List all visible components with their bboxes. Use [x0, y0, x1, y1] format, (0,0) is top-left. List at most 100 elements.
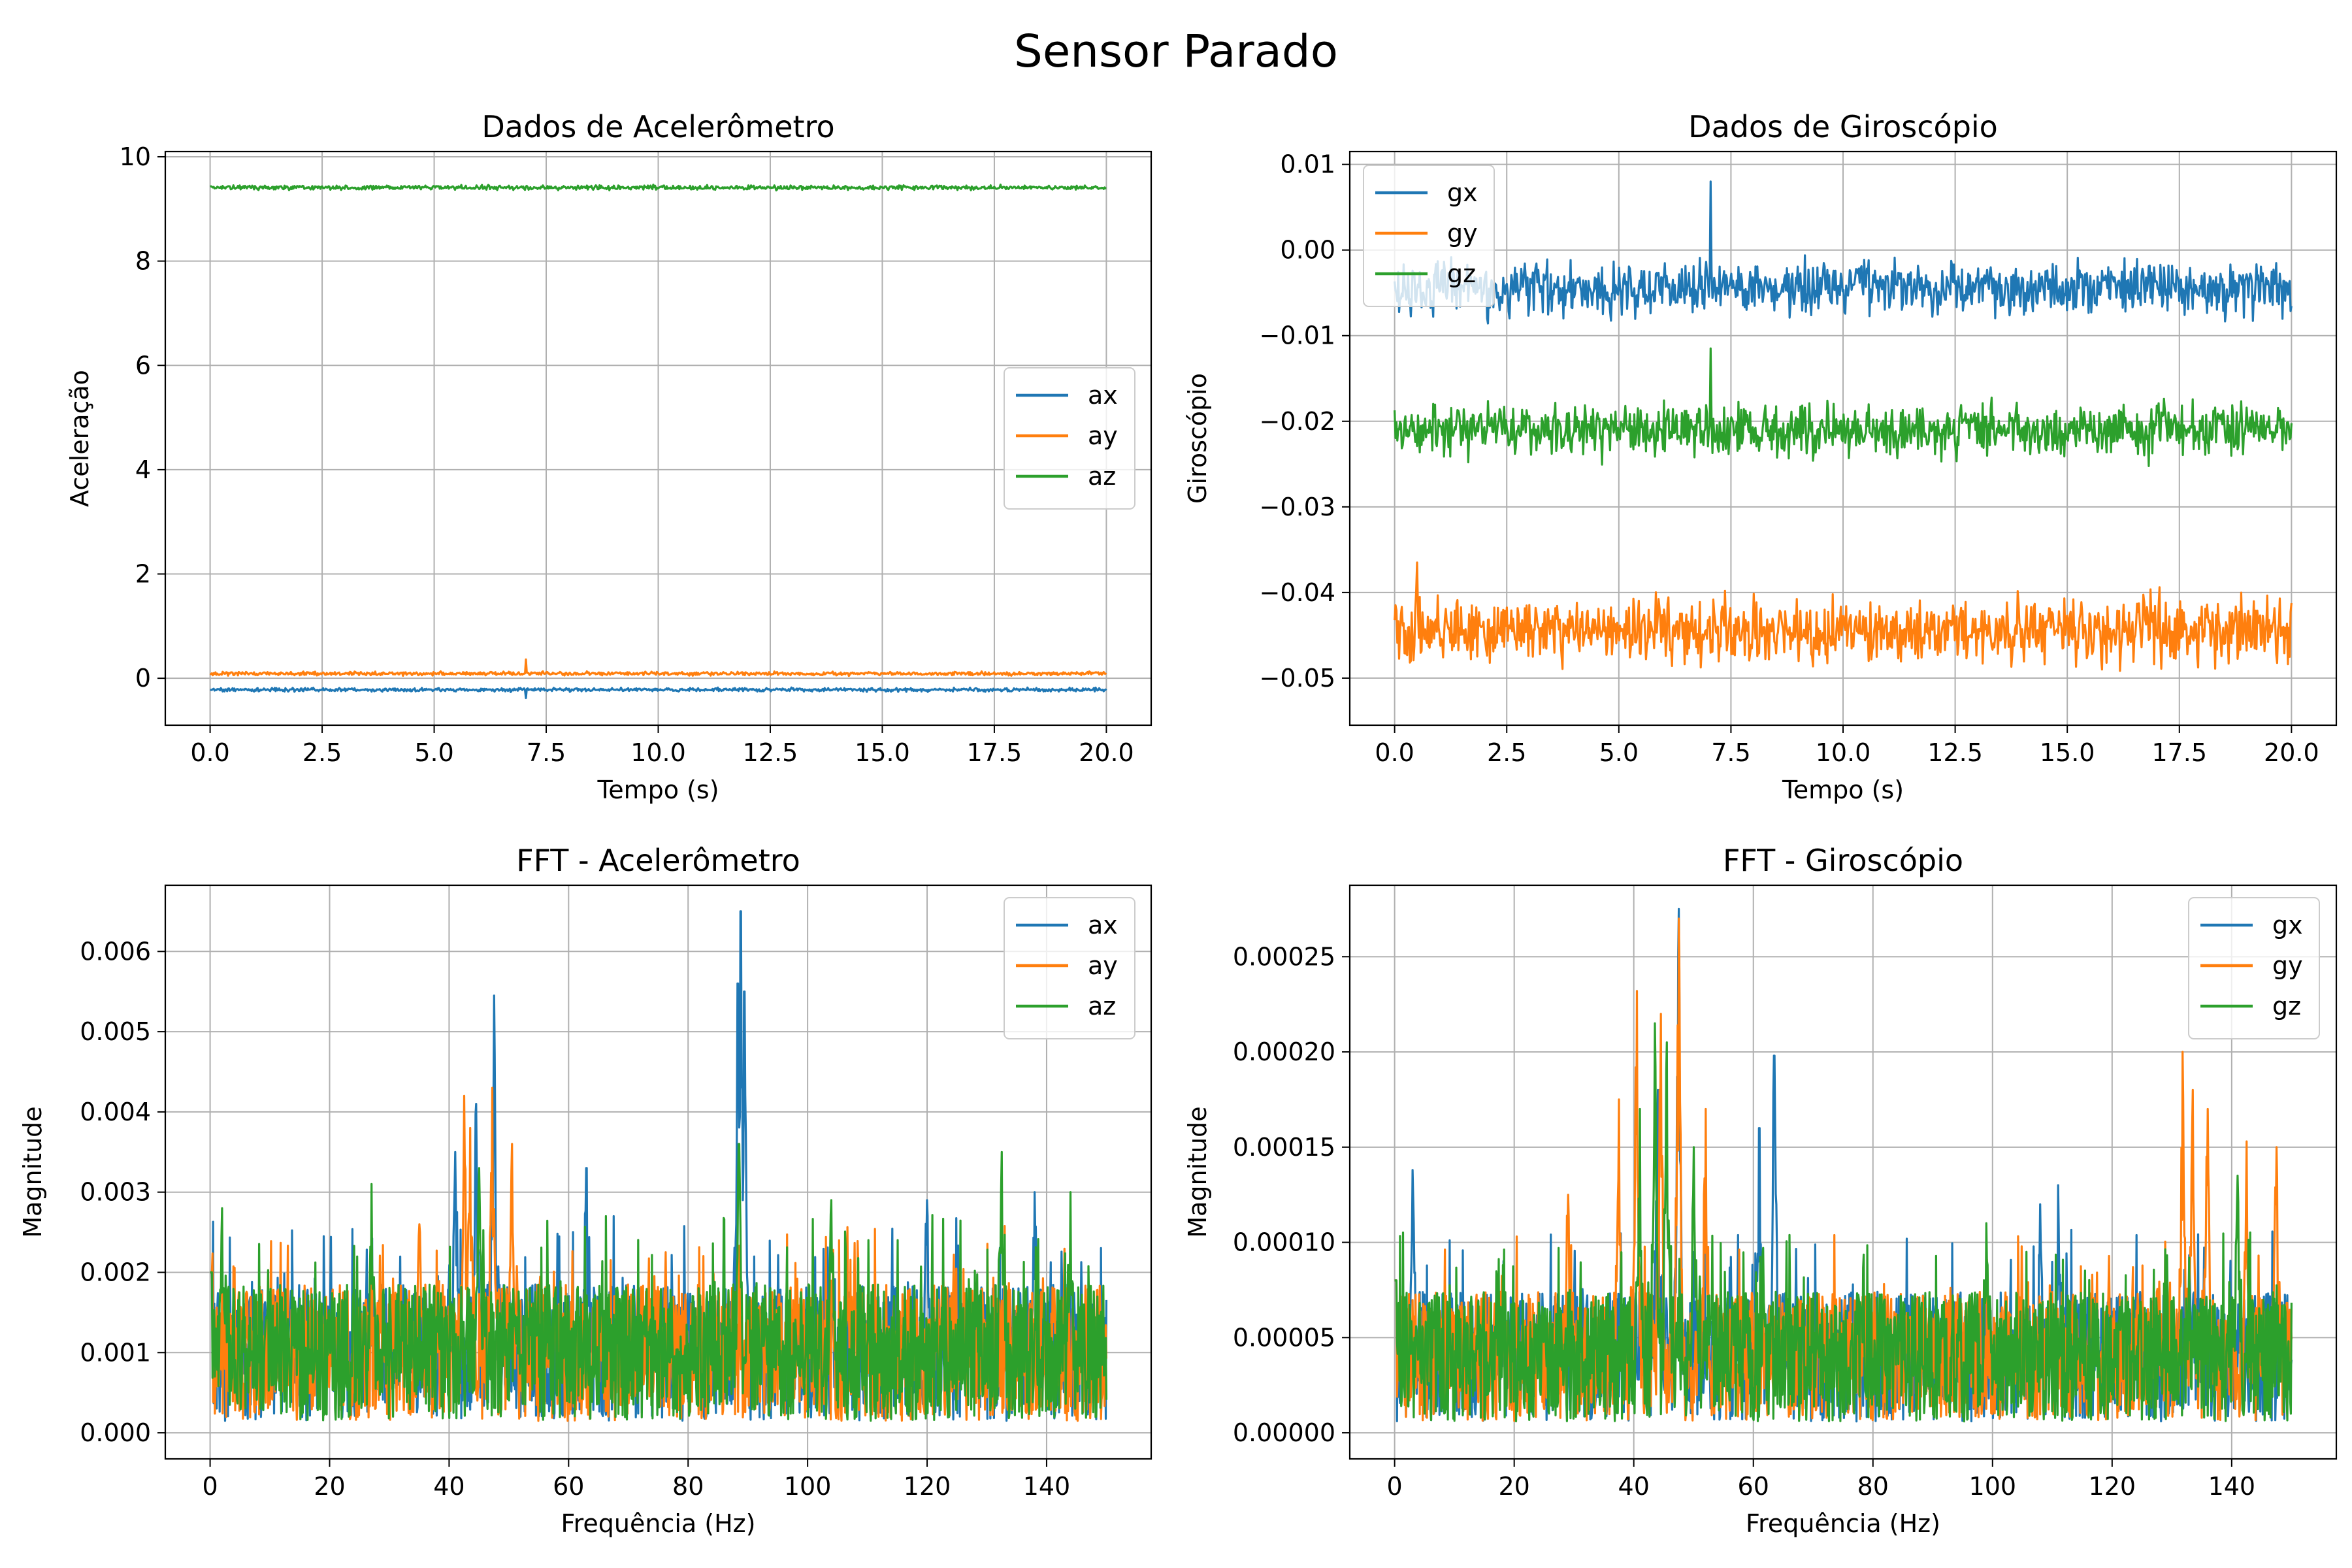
y-tick-label: 0.00000	[1233, 1418, 1335, 1447]
y-tick-label: 0.005	[80, 1017, 151, 1046]
x-axis-label: Frequência (Hz)	[1746, 1509, 1940, 1538]
x-tick-label: 100	[1969, 1472, 2017, 1501]
x-tick-label: 40	[433, 1472, 465, 1501]
legend-label-ay: ay	[1088, 421, 1118, 450]
panel-title: Dados de Giroscópio	[1688, 109, 1998, 144]
panel-title: FFT - Acelerômetro	[516, 843, 800, 878]
legend-label-ax: ax	[1088, 911, 1118, 939]
x-tick-label: 140	[2208, 1472, 2256, 1501]
legend-label-az: az	[1088, 462, 1116, 491]
legend-box	[1004, 897, 1135, 1039]
y-tick-label: 0.00005	[1233, 1323, 1335, 1352]
y-tick-label: 4	[135, 455, 151, 484]
x-tick-label: 0	[1387, 1472, 1403, 1501]
x-tick-label: 17.5	[2151, 738, 2207, 767]
legend-label-az: az	[1088, 992, 1116, 1021]
x-tick-label: 2.5	[1487, 738, 1526, 767]
series-line-gz	[1394, 1022, 2293, 1423]
y-tick-label: 8	[135, 247, 151, 276]
legend: ax ay az	[1004, 897, 1135, 1039]
x-tick-label: 15.0	[855, 738, 910, 767]
y-tick-label: −0.04	[1260, 578, 1335, 607]
y-tick-label: −0.05	[1260, 664, 1335, 693]
legend-box	[1363, 165, 1495, 307]
x-tick-label: 12.5	[743, 738, 798, 767]
y-tick-label: 10	[120, 142, 151, 171]
y-tick-label: 0.00015	[1233, 1133, 1335, 1162]
panel-fft-accelerometer: 0 20 40 60 80 100 120 140 0.000 0.001 0.002 0.003 0.…	[18, 843, 1152, 1538]
legend: gx gy gz	[2188, 897, 2320, 1039]
x-tick-label: 20.0	[2264, 738, 2319, 767]
figure-suptitle: Sensor Parado	[1014, 25, 1338, 78]
x-tick-label: 20	[1498, 1472, 1529, 1501]
x-tick-label: 100	[784, 1472, 832, 1501]
x-tick-label: 17.5	[967, 738, 1022, 767]
panel-title: FFT - Giroscópio	[1723, 843, 1963, 878]
x-tick-label: 80	[1857, 1472, 1889, 1501]
y-tick-label: 0.006	[80, 937, 151, 966]
legend-label-gz: gz	[2272, 992, 2301, 1021]
series-line-ax	[210, 686, 1107, 700]
y-tick-label: 0.004	[80, 1098, 151, 1126]
legend-box	[2188, 897, 2320, 1039]
y-tick-label: 0.00	[1280, 236, 1335, 265]
y-tick-label: −0.01	[1260, 321, 1335, 350]
x-tick-label: 80	[672, 1472, 704, 1501]
x-tick-label: 15.0	[2040, 738, 2095, 767]
x-tick-label: 7.5	[1711, 738, 1750, 767]
x-tick-label: 60	[1738, 1472, 1769, 1501]
y-axis-label: Magnitude	[18, 1106, 47, 1237]
y-tick-label: 0.00025	[1233, 942, 1335, 971]
legend-label-gz: gz	[1447, 259, 1476, 288]
x-tick-label: 60	[553, 1472, 584, 1501]
legend-box	[1004, 367, 1135, 510]
x-tick-label: 0.0	[190, 738, 229, 767]
series-line-az	[209, 184, 1107, 191]
x-tick-label: 2.5	[302, 738, 342, 767]
x-tick-label: 10.0	[1816, 738, 1871, 767]
y-tick-label: 0.002	[80, 1258, 151, 1286]
legend-label-gy: gy	[2272, 951, 2303, 980]
legend-label-gx: gx	[1447, 178, 1478, 207]
series-line-az	[209, 1143, 1107, 1422]
series-line-ay	[209, 658, 1107, 678]
x-tick-label: 40	[1618, 1472, 1650, 1501]
x-tick-label: 0.0	[1375, 738, 1414, 767]
y-tick-label: −0.03	[1260, 493, 1335, 521]
legend-label-gx: gx	[2272, 911, 2303, 939]
x-tick-label: 5.0	[414, 738, 453, 767]
panel-gyroscope: 0.0 2.5 5.0 7.5 10.0 12.5 15.0 17.5 20.0 0.01 0.00…	[1183, 109, 2338, 804]
series-line-gx	[1394, 180, 2293, 325]
y-tick-label: 2	[135, 560, 151, 589]
panel-accelerometer: 0.0 2.5 5.0 7.5 10.0 12.5 15.0 17.5 20.00246810 …	[65, 109, 1152, 804]
x-axis-label: Tempo (s)	[596, 776, 719, 804]
plot-frame	[1348, 884, 2338, 1460]
legend-label-ay: ay	[1088, 951, 1118, 980]
y-tick-label: 6	[135, 351, 151, 380]
legend: gx gy gz	[1363, 165, 1495, 307]
x-tick-label: 0	[202, 1472, 218, 1501]
y-tick-label: 0	[135, 664, 151, 693]
y-tick-label: 0.001	[80, 1338, 151, 1367]
x-tick-label: 7.5	[527, 738, 566, 767]
x-tick-label: 140	[1023, 1472, 1071, 1501]
x-axis-label: Frequência (Hz)	[561, 1509, 756, 1538]
series-line-gz	[1394, 347, 2293, 467]
legend-label-gy: gy	[1447, 219, 1478, 248]
y-tick-label: 0.00010	[1233, 1228, 1335, 1257]
x-tick-label: 12.5	[1927, 738, 1983, 767]
y-axis-label: Aceleração	[65, 370, 94, 507]
x-tick-label: 20	[314, 1472, 345, 1501]
plot-frame	[164, 884, 1152, 1460]
y-axis-label: Magnitude	[1183, 1106, 1212, 1237]
x-tick-label: 120	[2089, 1472, 2136, 1501]
y-tick-label: 0.003	[80, 1178, 151, 1207]
legend: ax ay az	[1004, 367, 1135, 510]
y-tick-label: 0.000	[80, 1418, 151, 1447]
x-tick-label: 20.0	[1079, 738, 1134, 767]
y-tick-label: −0.02	[1260, 407, 1335, 436]
series-line-gy	[1394, 561, 2293, 672]
y-axis-label: Giroscópio	[1183, 373, 1212, 504]
y-tick-label: 0.00020	[1233, 1037, 1335, 1066]
